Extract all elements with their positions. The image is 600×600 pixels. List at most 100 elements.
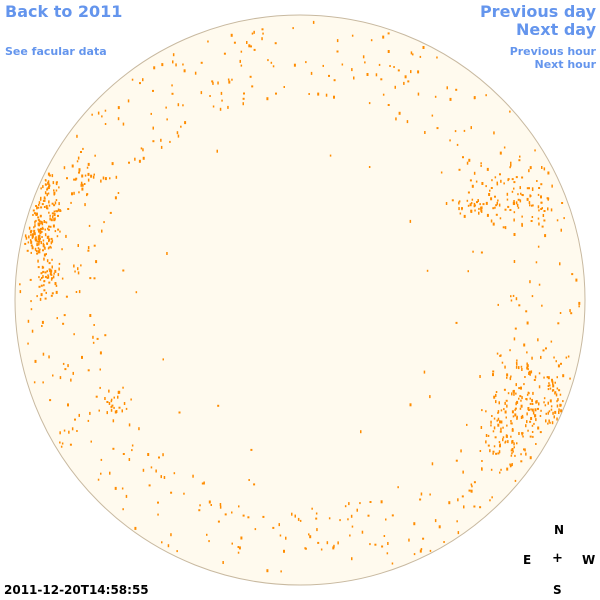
facula-speck — [243, 92, 245, 95]
facula-speck — [93, 324, 95, 326]
facula-speck — [486, 167, 489, 171]
facula-speck — [297, 517, 300, 521]
facula-speck — [223, 52, 226, 55]
facula-speck — [531, 189, 534, 191]
facula-speck — [513, 260, 516, 263]
facula-speck — [526, 364, 529, 368]
facula-speck — [40, 293, 43, 297]
facula-speck — [250, 448, 253, 451]
facula-speck — [44, 191, 47, 195]
facula-speck — [291, 512, 293, 516]
facula-speck — [41, 226, 44, 229]
facula-speck — [546, 197, 549, 200]
facula-speck — [46, 187, 49, 191]
facula-speck — [59, 230, 61, 233]
facula-speck — [42, 275, 44, 279]
previous-day-link[interactable]: Previous day — [479, 2, 596, 21]
facula-speck — [199, 504, 201, 507]
facula-speck — [547, 385, 550, 387]
facula-speck — [47, 228, 50, 231]
facula-speck — [19, 290, 22, 294]
facula-speck — [34, 238, 37, 242]
facula-speck — [54, 230, 57, 233]
facula-speck — [35, 219, 37, 222]
facula-speck — [58, 267, 60, 271]
facula-speck — [395, 117, 397, 121]
facula-speck — [43, 289, 46, 292]
facula-speck — [497, 410, 500, 414]
facula-speck — [36, 252, 39, 255]
facula-speck — [504, 208, 507, 211]
facula-speck — [48, 281, 51, 284]
facula-speck — [540, 195, 542, 199]
facula-speck — [499, 430, 502, 433]
facula-speck — [33, 226, 35, 229]
facula-speck — [492, 373, 494, 377]
facula-speck — [279, 534, 282, 537]
facula-speck — [333, 79, 336, 82]
facula-speck — [493, 395, 496, 399]
facula-speck — [537, 193, 540, 196]
facula-speck — [53, 218, 56, 222]
facula-speck — [510, 435, 512, 438]
facula-speck — [502, 426, 504, 429]
facula-speck — [514, 413, 517, 417]
facula-speck — [128, 423, 131, 427]
facula-speck — [45, 291, 47, 294]
facula-speck — [101, 229, 103, 233]
see-facular-data-link[interactable]: See facular data — [5, 45, 107, 58]
facula-speck — [404, 75, 407, 79]
facula-speck — [162, 358, 164, 361]
facula-speck — [35, 238, 38, 242]
facula-speck — [230, 33, 233, 37]
facula-speck — [532, 204, 534, 207]
facula-speck — [505, 434, 508, 438]
facula-speck — [527, 407, 530, 410]
next-day-link[interactable]: Next day — [516, 20, 596, 39]
facula-speck — [42, 249, 44, 252]
facula-speck — [407, 80, 410, 83]
facula-speck — [39, 232, 42, 235]
facula-speck — [51, 292, 54, 295]
facula-speck — [510, 420, 512, 422]
facula-speck — [559, 312, 562, 314]
facula-speck — [531, 431, 534, 433]
facula-speck — [42, 242, 45, 245]
facula-speck — [38, 243, 40, 246]
facula-speck — [351, 557, 353, 561]
facula-speck — [378, 63, 381, 66]
facula-speck — [466, 423, 468, 426]
facula-speck — [503, 182, 505, 185]
facula-speck — [25, 236, 28, 240]
facula-speck — [231, 78, 233, 81]
facula-speck — [350, 514, 353, 518]
facula-speck — [496, 183, 499, 186]
facula-speck — [47, 274, 49, 277]
facula-speck — [553, 356, 555, 359]
facula-speck — [182, 63, 184, 66]
facula-speck — [500, 420, 503, 424]
facula-speck — [37, 206, 40, 209]
facula-speck — [97, 111, 100, 115]
facula-speck — [547, 401, 549, 405]
facula-speck — [387, 104, 390, 106]
facula-speck — [45, 179, 47, 182]
facula-speck — [520, 453, 522, 456]
facula-speck — [46, 207, 48, 210]
previous-hour-link[interactable]: Previous hour — [509, 45, 596, 58]
facula-speck — [272, 526, 275, 529]
facula-speck — [500, 468, 502, 471]
facula-speck — [555, 393, 558, 397]
facula-speck — [341, 63, 344, 66]
facula-speck — [458, 200, 461, 203]
back-to-year-link[interactable]: Back to 2011 — [5, 2, 123, 21]
facula-speck — [541, 207, 543, 210]
next-hour-link[interactable]: Next hour — [534, 58, 597, 71]
facula-speck — [238, 505, 240, 508]
facula-speck — [81, 355, 83, 359]
facula-speck — [555, 360, 557, 363]
facula-speck — [248, 44, 251, 48]
facula-speck — [530, 417, 533, 420]
facula-speck — [397, 69, 400, 72]
facula-speck — [548, 419, 550, 423]
